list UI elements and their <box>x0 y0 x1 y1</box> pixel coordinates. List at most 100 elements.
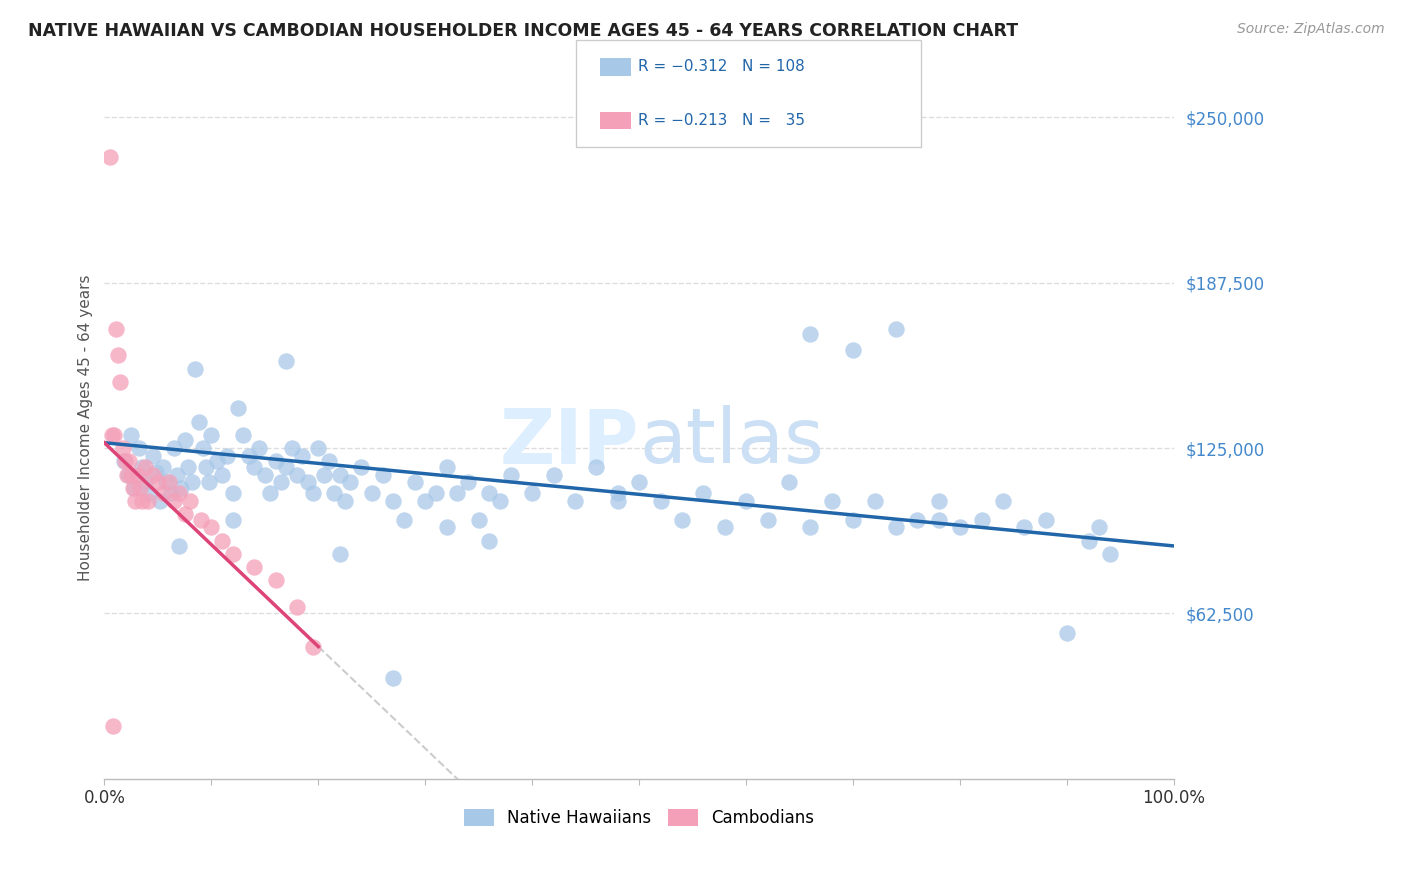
Point <box>120 467 142 482</box>
Point <box>425 486 447 500</box>
Point <box>318 454 340 468</box>
Point <box>124 494 146 508</box>
Point <box>329 547 352 561</box>
Point <box>222 512 245 526</box>
Point <box>489 494 512 508</box>
Point <box>436 459 458 474</box>
Point <box>928 494 950 508</box>
Point <box>842 343 865 357</box>
Point <box>110 375 132 389</box>
Point <box>205 454 228 468</box>
Point <box>163 441 186 455</box>
Point <box>264 574 287 588</box>
Point <box>928 512 950 526</box>
Point <box>222 486 245 500</box>
Point <box>115 467 138 482</box>
Point <box>606 494 628 508</box>
Point <box>152 486 174 500</box>
Point <box>181 475 204 490</box>
Point <box>297 475 319 490</box>
Point <box>436 520 458 534</box>
Point <box>285 599 308 614</box>
Point <box>128 481 150 495</box>
Point <box>253 467 276 482</box>
Point <box>1098 547 1121 561</box>
Point <box>217 449 239 463</box>
Point <box>118 454 141 468</box>
Point <box>101 427 124 442</box>
Point <box>692 486 714 500</box>
Text: atlas: atlas <box>640 405 824 479</box>
Point <box>243 560 266 574</box>
Point <box>671 512 693 526</box>
Point <box>243 459 266 474</box>
Point <box>884 520 907 534</box>
Point <box>184 361 207 376</box>
Point <box>821 494 844 508</box>
Point <box>152 459 174 474</box>
Point <box>232 427 254 442</box>
Point <box>863 494 886 508</box>
Point <box>905 512 928 526</box>
Text: NATIVE HAWAIIAN VS CAMBODIAN HOUSEHOLDER INCOME AGES 45 - 64 YEARS CORRELATION C: NATIVE HAWAIIAN VS CAMBODIAN HOUSEHOLDER… <box>28 22 1018 40</box>
Point <box>134 475 156 490</box>
Text: Source: ZipAtlas.com: Source: ZipAtlas.com <box>1237 22 1385 37</box>
Point <box>112 454 135 468</box>
Legend: Native Hawaiians, Cambodians: Native Hawaiians, Cambodians <box>457 802 821 834</box>
Point <box>238 449 260 463</box>
Point <box>307 441 329 455</box>
Point <box>167 539 190 553</box>
Point <box>333 494 356 508</box>
Point <box>1014 520 1036 534</box>
Point <box>404 475 426 490</box>
Point <box>131 494 153 508</box>
Point <box>191 441 214 455</box>
Point <box>211 467 233 482</box>
Point <box>270 475 292 490</box>
Point <box>222 547 245 561</box>
Point <box>114 454 136 468</box>
Point <box>628 475 651 490</box>
Point <box>127 467 149 482</box>
Point <box>141 467 163 482</box>
Point <box>446 486 468 500</box>
Point <box>120 427 142 442</box>
Point <box>195 459 218 474</box>
Point <box>285 467 308 482</box>
Point <box>249 441 271 455</box>
Point <box>136 494 159 508</box>
Point <box>173 507 195 521</box>
Point <box>190 512 212 526</box>
Point <box>107 348 129 362</box>
Point <box>105 322 128 336</box>
Point <box>991 494 1014 508</box>
Point <box>382 671 405 685</box>
Point <box>259 486 281 500</box>
Point <box>145 465 167 479</box>
Point <box>735 494 758 508</box>
Point <box>124 481 146 495</box>
Point <box>522 486 544 500</box>
Point <box>264 454 287 468</box>
Point <box>1077 533 1099 548</box>
Point <box>970 512 993 526</box>
Point <box>291 449 314 463</box>
Point <box>842 512 865 526</box>
Point <box>1035 512 1057 526</box>
Point <box>302 640 325 654</box>
Point <box>1088 520 1111 534</box>
Point <box>350 459 373 474</box>
Point <box>200 427 222 442</box>
Text: R = −0.312   N = 108: R = −0.312 N = 108 <box>638 60 806 74</box>
Point <box>650 494 672 508</box>
Point <box>799 520 821 534</box>
Text: ZIP: ZIP <box>499 405 640 479</box>
Y-axis label: Householder Income Ages 45 - 64 years: Householder Income Ages 45 - 64 years <box>79 275 93 582</box>
Point <box>177 459 200 474</box>
Point <box>457 475 479 490</box>
Point <box>122 481 145 495</box>
Point <box>179 494 201 508</box>
Point <box>884 322 907 336</box>
Point <box>134 459 156 474</box>
Point <box>98 150 121 164</box>
